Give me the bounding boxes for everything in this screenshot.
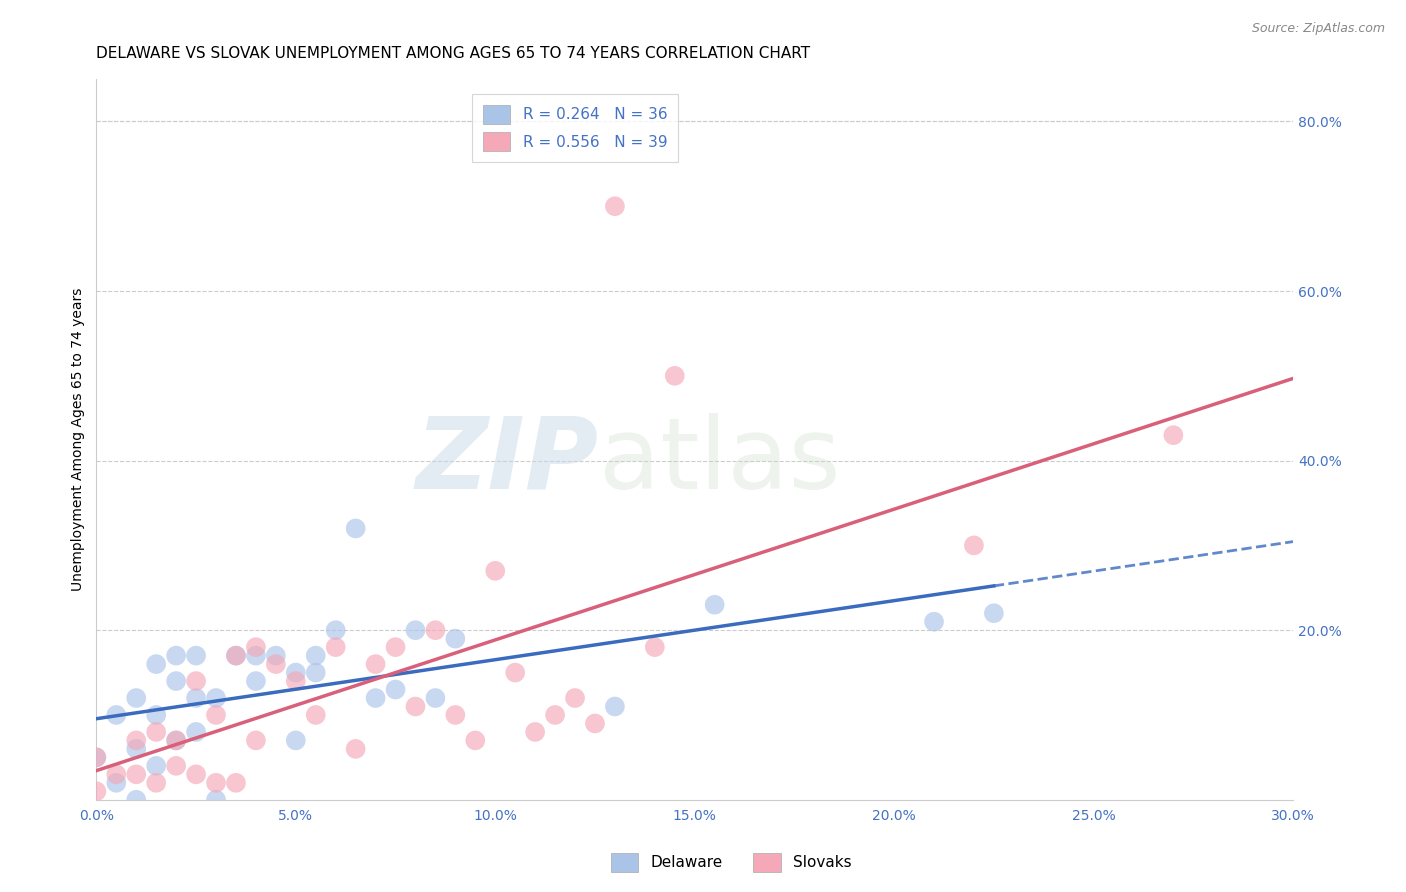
Point (325, 623, 347, 637)
Point (544, 708, 567, 723)
Point (325, 640, 347, 654)
Point (703, 598, 725, 612)
Point (205, 691, 228, 706)
Point (644, 640, 666, 654)
Point (603, 699, 626, 714)
Point (125, 767, 148, 781)
Point (205, 776, 228, 790)
Point (184, 767, 207, 781)
Point (264, 657, 287, 672)
Point (245, 733, 267, 747)
Point (344, 521, 367, 535)
Point (603, 199, 626, 213)
Point (284, 674, 307, 689)
Point (404, 699, 426, 714)
Text: ZIP: ZIP (416, 412, 599, 509)
Point (184, 691, 207, 706)
Point (404, 623, 426, 637)
Point (364, 657, 387, 672)
Point (245, 674, 267, 689)
Point (344, 742, 367, 756)
Point (205, 708, 228, 723)
Point (86, 750, 108, 764)
Point (425, 691, 447, 706)
Legend: R = 0.264   N = 36, R = 0.556   N = 39: R = 0.264 N = 36, R = 0.556 N = 39 (472, 94, 678, 162)
Point (184, 725, 207, 739)
Point (583, 716, 606, 731)
Point (305, 708, 328, 723)
Point (284, 733, 307, 747)
Point (165, 648, 187, 663)
Point (105, 767, 128, 781)
Point (284, 665, 307, 680)
Point (264, 648, 287, 663)
Point (564, 691, 586, 706)
Point (145, 708, 167, 723)
Point (1163, 428, 1185, 442)
Point (145, 759, 167, 773)
Point (364, 691, 387, 706)
Point (125, 793, 148, 807)
Point (922, 615, 945, 629)
Point (86, 784, 108, 798)
Point (165, 733, 187, 747)
Point (963, 538, 986, 552)
Point (983, 606, 1005, 620)
Point (384, 682, 406, 697)
Point (464, 733, 486, 747)
Point (125, 733, 148, 747)
Point (165, 733, 187, 747)
Point (384, 640, 406, 654)
Point (86, 750, 108, 764)
Point (225, 648, 247, 663)
Point (105, 708, 128, 723)
Text: DELAWARE VS SLOVAK UNEMPLOYMENT AMONG AGES 65 TO 74 YEARS CORRELATION CHART: DELAWARE VS SLOVAK UNEMPLOYMENT AMONG AG… (97, 46, 810, 62)
Point (444, 708, 467, 723)
Point (125, 742, 148, 756)
Point (225, 776, 247, 790)
Text: Source: ZipAtlas.com: Source: ZipAtlas.com (1251, 22, 1385, 36)
Point (245, 648, 267, 663)
Point (184, 648, 207, 663)
Point (524, 725, 547, 739)
Y-axis label: Unemployment Among Ages 65 to 74 years: Unemployment Among Ages 65 to 74 years (72, 288, 86, 591)
Point (145, 725, 167, 739)
Point (105, 776, 128, 790)
Point (145, 657, 167, 672)
Point (125, 691, 148, 706)
Point (305, 665, 328, 680)
Point (444, 632, 467, 646)
Point (245, 640, 267, 654)
Point (305, 648, 328, 663)
Point (205, 793, 228, 807)
Point (184, 674, 207, 689)
Point (165, 759, 187, 773)
Point (165, 674, 187, 689)
Text: atlas: atlas (599, 412, 841, 509)
Point (225, 648, 247, 663)
Legend: Delaware, Slovaks: Delaware, Slovaks (603, 845, 859, 880)
Point (145, 776, 167, 790)
Point (425, 623, 447, 637)
Point (484, 564, 506, 578)
Point (503, 665, 526, 680)
Point (664, 368, 686, 383)
